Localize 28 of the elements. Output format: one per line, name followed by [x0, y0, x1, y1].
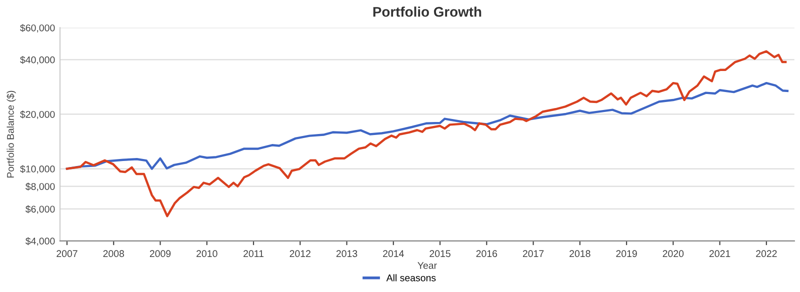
y-tick-label: $60,000	[20, 24, 55, 33]
x-axis-title: Year	[418, 262, 437, 269]
x-tick-label: 2009	[150, 250, 171, 258]
x-tick-label: 2015	[430, 250, 450, 258]
y-tick-label: $8,000	[26, 182, 55, 192]
chart-title: Portfolio Growth	[373, 6, 482, 17]
x-tick-label: 2012	[290, 250, 310, 258]
y-tick-label: $40,000	[20, 56, 55, 64]
x-tick-label: 2019	[616, 250, 637, 258]
x-tick-label: 2011	[244, 250, 264, 258]
y-tick-label: $4,000	[26, 237, 55, 246]
x-tick-label: 2017	[522, 250, 544, 258]
x-tick-label: 2013	[336, 250, 358, 258]
x-tick-label: 2010	[196, 250, 218, 258]
x-tick-label: 2018	[570, 250, 590, 258]
x-tick-label: 2016	[476, 250, 498, 258]
y-tick-label: $10,000	[20, 165, 55, 174]
y-axis-title: Portfolio Balance ($)	[6, 90, 16, 178]
x-tick-label: 2020	[662, 250, 684, 258]
y-tick-label: $6,000	[26, 205, 55, 214]
legend-label: All seasons	[386, 274, 436, 282]
x-tick-label: 2007	[56, 250, 78, 258]
x-tick-label: 2021	[709, 250, 730, 258]
x-tick-label: 2014	[383, 250, 404, 258]
line-series	[66, 50, 787, 218]
y-tick-label: $20,000	[20, 110, 55, 119]
x-tick-label: 2022	[756, 250, 777, 258]
x-tick-label: 2008	[103, 250, 124, 258]
